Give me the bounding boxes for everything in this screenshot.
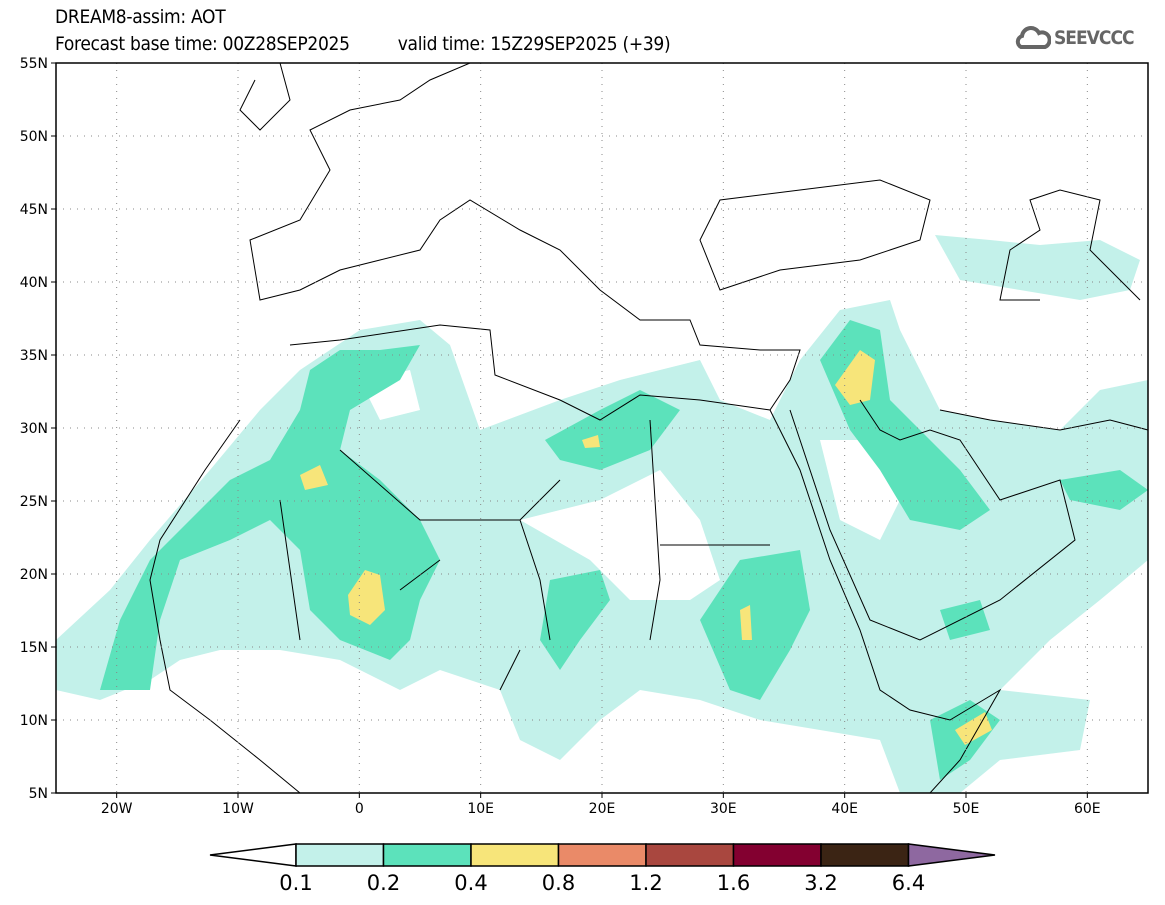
- lat-label: 30N: [20, 421, 48, 437]
- aot-level-0.4: [835, 350, 875, 405]
- lon-label: 40E: [831, 801, 858, 817]
- seevccc-logo: SEEVCCC: [1015, 25, 1135, 51]
- colorbar: 0.1 0.2 0.4 0.8 1.2 1.6 3.2 6.4: [209, 843, 996, 895]
- lon-label: 20W: [101, 801, 133, 817]
- lat-label: 20N: [20, 567, 48, 583]
- colorbar-label: 0.1: [279, 871, 312, 895]
- colorbar-swatch: [470, 843, 560, 867]
- colorbar-swatch: [295, 843, 385, 867]
- map-title: DREAM8-assim: AOT: [55, 6, 226, 28]
- clear-area: [520, 470, 720, 600]
- lon-label: 20E: [589, 801, 616, 817]
- aot-level-0.2: [540, 570, 610, 670]
- colorbar-swatch: [382, 843, 472, 867]
- logo-text: SEEVCCC: [1054, 27, 1135, 49]
- lon-axis: 20W 10W 0 10E 20E 30E 40E 50E 60E: [101, 793, 1101, 817]
- lat-label: 5N: [29, 786, 48, 802]
- aot-level-0.4: [740, 605, 752, 640]
- lat-label: 55N: [20, 56, 48, 72]
- colorbar-label: 1.2: [629, 871, 662, 895]
- colorbar-swatch: [732, 843, 822, 867]
- valid-time: valid time: 15Z29SEP2025 (+39): [397, 33, 671, 55]
- lon-label: 10W: [222, 801, 254, 817]
- lat-label: 40N: [20, 275, 48, 291]
- lon-label: 10E: [467, 801, 494, 817]
- cloud-icon: [1015, 26, 1051, 49]
- lon-label: 60E: [1074, 801, 1101, 817]
- colorbar-label: 0.8: [542, 871, 575, 895]
- aot-level-0.2: [940, 600, 990, 640]
- aot-level-0.2: [700, 550, 810, 700]
- colorbar-label: 0.4: [454, 871, 487, 895]
- base-time: Forecast base time: 00Z28SEP2025: [55, 33, 350, 55]
- aot-level-0.4: [300, 465, 328, 490]
- colorbar-label: 1.6: [717, 871, 750, 895]
- aot-level-0.1: [935, 235, 1140, 300]
- lat-label: 25N: [20, 494, 48, 510]
- lon-label: 0: [355, 801, 364, 817]
- aot-level-0.4: [582, 435, 600, 448]
- aot-level-0.2: [1060, 470, 1148, 510]
- colorbar-swatch: [645, 843, 735, 867]
- lat-label: 15N: [20, 640, 48, 656]
- colorbar-min-arrow: [209, 843, 297, 867]
- lat-label: 45N: [20, 202, 48, 218]
- lat-label: 35N: [20, 348, 48, 364]
- gridlines: [56, 63, 1148, 793]
- lat-label: 50N: [20, 129, 48, 145]
- colorbar-swatch: [557, 843, 647, 867]
- aot-level-0.2: [545, 390, 680, 470]
- time-info: Forecast base time: 00Z28SEP2025 valid ti…: [55, 33, 671, 55]
- colorbar-label: 6.4: [892, 871, 925, 895]
- lon-label: 50E: [953, 801, 980, 817]
- lon-label: 30E: [710, 801, 737, 817]
- colorbar-label: 3.2: [804, 871, 837, 895]
- lat-label: 10N: [20, 713, 48, 729]
- aot-level-0.4: [348, 570, 385, 625]
- colorbar-max-arrow: [907, 843, 996, 867]
- colorbar-label: 0.2: [367, 871, 400, 895]
- colorbar-swatch: [820, 843, 910, 867]
- dust-field: [56, 235, 1148, 793]
- lat-axis: 55N 50N 45N 40N 35N 30N 25N 20N 15N 10N 5N: [20, 56, 56, 802]
- coastlines: [149, 63, 1148, 793]
